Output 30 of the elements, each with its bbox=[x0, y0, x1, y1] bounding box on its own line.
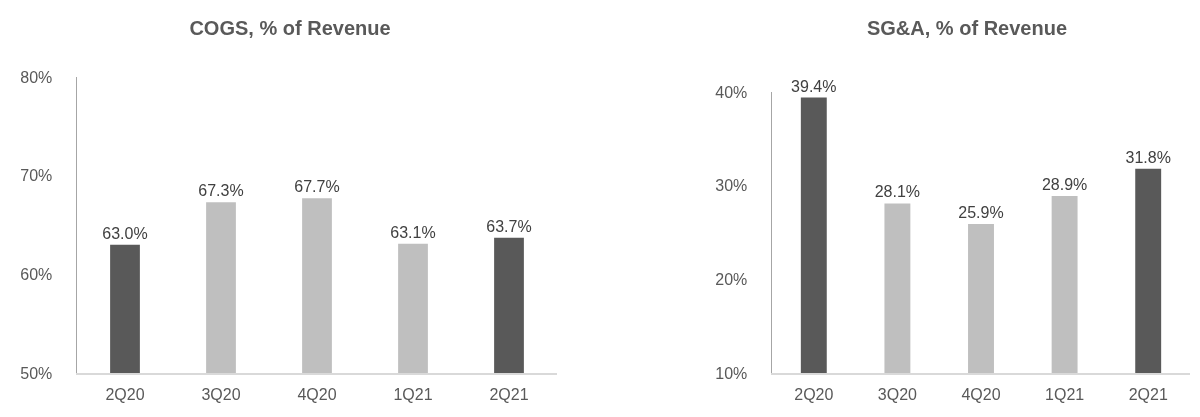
data-label: 28.1% bbox=[874, 183, 921, 201]
data-label: 63.7% bbox=[486, 217, 532, 235]
x-tick-label: 1Q21 bbox=[1045, 386, 1085, 404]
x-tick-label: 2Q21 bbox=[1128, 386, 1168, 404]
data-label: 67.7% bbox=[294, 178, 340, 196]
x-tick-label: 2Q20 bbox=[794, 386, 834, 404]
x-tick-label: 3Q20 bbox=[201, 386, 241, 404]
x-tick-label: 3Q20 bbox=[877, 386, 918, 404]
chart-title: SG&A, % of Revenue bbox=[866, 17, 1068, 39]
data-label: 39.4% bbox=[791, 77, 837, 95]
x-tick-label: 4Q20 bbox=[297, 386, 337, 404]
data-label: 25.9% bbox=[958, 204, 1004, 222]
data-label: 67.3% bbox=[198, 182, 244, 200]
x-tick-label: 4Q20 bbox=[961, 386, 1001, 404]
y-tick-label: 10% bbox=[715, 364, 748, 382]
x-tick-label: 2Q20 bbox=[105, 386, 145, 404]
y-tick-label: 20% bbox=[715, 270, 748, 288]
y-tick-label: 80% bbox=[20, 68, 53, 86]
data-label: 63.0% bbox=[102, 224, 148, 242]
x-tick-label: 2Q21 bbox=[489, 386, 529, 404]
data-label: 31.8% bbox=[1125, 148, 1171, 166]
x-tick-label: 1Q21 bbox=[393, 386, 433, 404]
chart-title: COGS, % of Revenue bbox=[189, 17, 391, 39]
y-tick-label: 40% bbox=[715, 83, 748, 101]
y-tick-label: 70% bbox=[20, 167, 53, 185]
y-tick-label: 50% bbox=[20, 364, 53, 382]
data-label: 63.1% bbox=[390, 223, 436, 241]
data-label: 28.9% bbox=[1041, 175, 1088, 193]
y-tick-label: 30% bbox=[715, 177, 748, 195]
y-tick-label: 60% bbox=[20, 265, 53, 283]
